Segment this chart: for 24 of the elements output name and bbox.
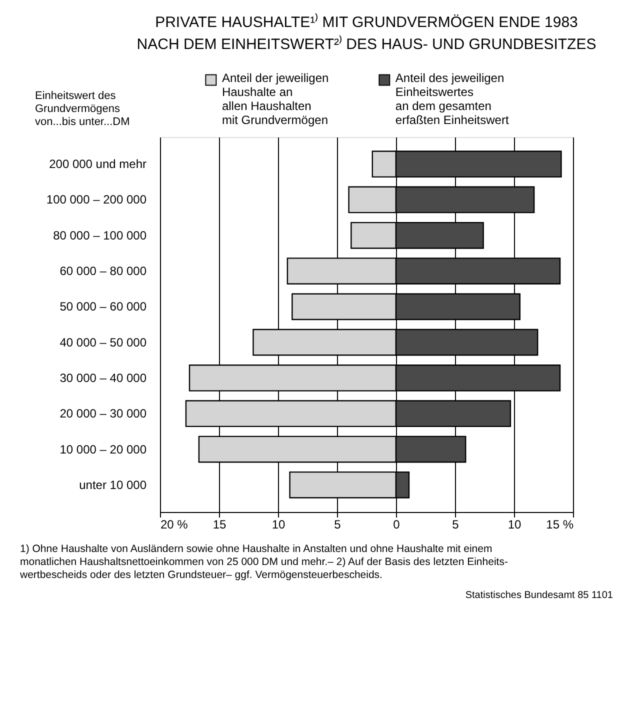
text: 1) Ohne Haushalte von Ausländern sowie ohne Haushalte in Anstalten und ohne Haushalte mit einem monatlichen Haushaltsnettoeinkommen von 25 000 DM und mehr.– 2) Auf der Basis des letzten Einheits- wertbescheids oder des letzten Grundsteuer– ggf. Vermögensteuerbescheids.: [19, 543, 508, 581]
y-axis-title: Einheitswert des Grundvermögens von...bis unter...DM: [35, 90, 130, 128]
legend-label: Anteil der jeweiligen Haushalte an allen Haushalten mit Grundvermögen: [222, 71, 329, 127]
x-tick-label: 5: [452, 518, 460, 532]
y-tick-label: 100 000 – 200 000: [46, 192, 147, 207]
x-tick-label: 0: [393, 518, 400, 532]
y-tick-label: 80 000 – 100 000: [53, 228, 147, 242]
y-tick-label: 10 000 – 20 000: [60, 442, 147, 456]
x-tick-label: 15: [212, 518, 226, 532]
y-tick-label: 20 000 – 30 000: [60, 406, 147, 421]
y-tick-label: unter 10 000: [79, 478, 147, 492]
x-tick-label: 20 %: [160, 518, 188, 532]
x-tick-label: 10: [508, 518, 522, 532]
y-tick-label: 30 000 – 40 000: [60, 370, 147, 385]
y-tick-label: 50 000 – 60 000: [60, 300, 147, 314]
x-tick-label: 15 %: [546, 518, 574, 532]
y-tick-label: 200 000 und mehr: [49, 157, 147, 172]
chart-title: PRIVATE HAUSHALTE¹⁾ MIT GRUNDVERMÖGEN ENDE 1983 NACH DEM EINHEITSWERT²⁾ DES HAUS- UND GRUNDBESITZES: [136, 13, 596, 53]
text: Statistisches Bundesamt 85 1101: [465, 590, 614, 601]
legend-label: Anteil des jeweiligen Einheitswertes an dem gesamten erfaßten Einheitswert: [395, 71, 510, 127]
x-tick-label: 5: [334, 518, 342, 532]
y-tick-label: 40 000 – 50 000: [60, 335, 147, 350]
x-tick-label: 10: [272, 518, 286, 532]
y-tick-label: 60 000 – 80 000: [60, 264, 147, 278]
